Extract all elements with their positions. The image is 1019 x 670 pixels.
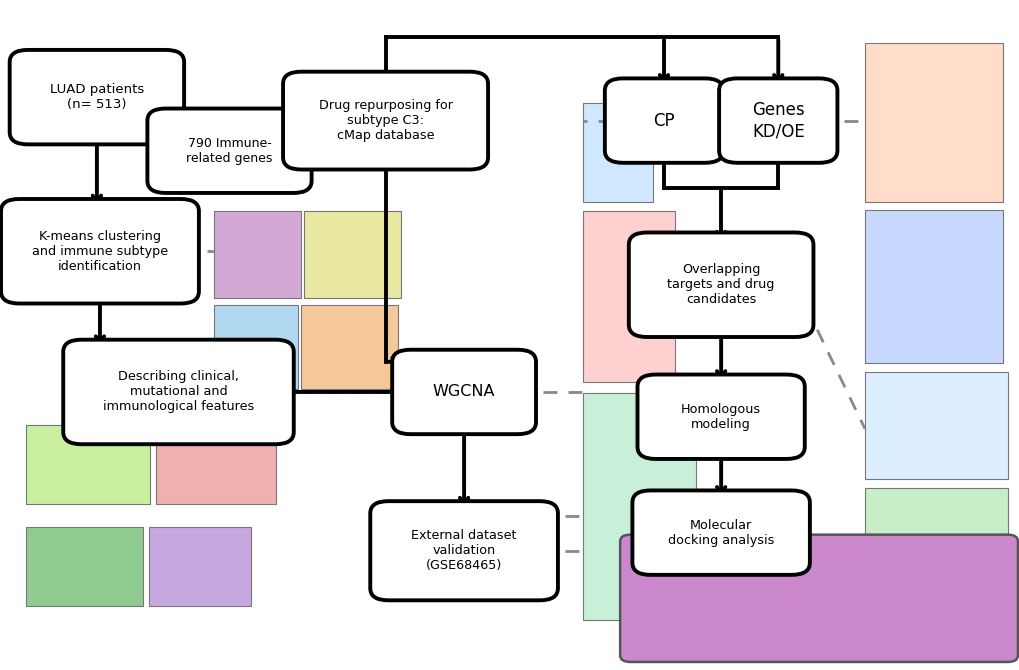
FancyBboxPatch shape bbox=[632, 490, 809, 575]
FancyBboxPatch shape bbox=[637, 375, 804, 459]
Bar bbox=[583, 393, 695, 620]
FancyBboxPatch shape bbox=[391, 350, 536, 434]
Bar bbox=[214, 211, 301, 298]
FancyBboxPatch shape bbox=[63, 340, 293, 444]
Text: K-means clustering
and immune subtype
identification: K-means clustering and immune subtype id… bbox=[32, 230, 168, 273]
Bar bbox=[864, 210, 1002, 363]
Text: Drug repurposing for
subtype C3:
cMap database: Drug repurposing for subtype C3: cMap da… bbox=[318, 99, 452, 142]
FancyBboxPatch shape bbox=[604, 78, 722, 163]
Text: Overlapping
targets and drug
candidates: Overlapping targets and drug candidates bbox=[666, 263, 774, 306]
Bar bbox=[864, 488, 1007, 590]
FancyBboxPatch shape bbox=[718, 78, 837, 163]
Text: Genes
KD/OE: Genes KD/OE bbox=[751, 101, 804, 140]
FancyBboxPatch shape bbox=[620, 535, 1017, 662]
Text: CP: CP bbox=[652, 112, 675, 129]
FancyBboxPatch shape bbox=[628, 232, 813, 337]
Bar bbox=[583, 103, 652, 202]
Text: Homologous
modeling: Homologous modeling bbox=[681, 403, 760, 431]
FancyBboxPatch shape bbox=[148, 109, 312, 193]
Bar bbox=[149, 527, 251, 606]
Text: Describing clinical,
mutational and
immunological features: Describing clinical, mutational and immu… bbox=[103, 371, 254, 413]
FancyBboxPatch shape bbox=[10, 50, 184, 145]
Bar bbox=[583, 211, 675, 382]
Text: WGCNA: WGCNA bbox=[432, 385, 495, 399]
Text: 790 Immune-
related genes: 790 Immune- related genes bbox=[186, 137, 272, 165]
FancyBboxPatch shape bbox=[1, 199, 199, 304]
FancyBboxPatch shape bbox=[370, 501, 557, 600]
Text: Molecular
docking analysis: Molecular docking analysis bbox=[667, 519, 773, 547]
Text: LUAD patients
(n= 513): LUAD patients (n= 513) bbox=[50, 83, 144, 111]
Text: External dataset
validation
(GSE68465): External dataset validation (GSE68465) bbox=[411, 529, 517, 572]
Bar bbox=[301, 305, 397, 389]
Bar bbox=[156, 425, 276, 504]
Bar bbox=[304, 211, 400, 298]
Bar bbox=[25, 527, 143, 606]
Bar bbox=[864, 43, 1002, 202]
Bar bbox=[864, 372, 1007, 479]
FancyBboxPatch shape bbox=[283, 72, 488, 170]
Bar bbox=[214, 305, 298, 389]
Bar bbox=[25, 425, 150, 504]
